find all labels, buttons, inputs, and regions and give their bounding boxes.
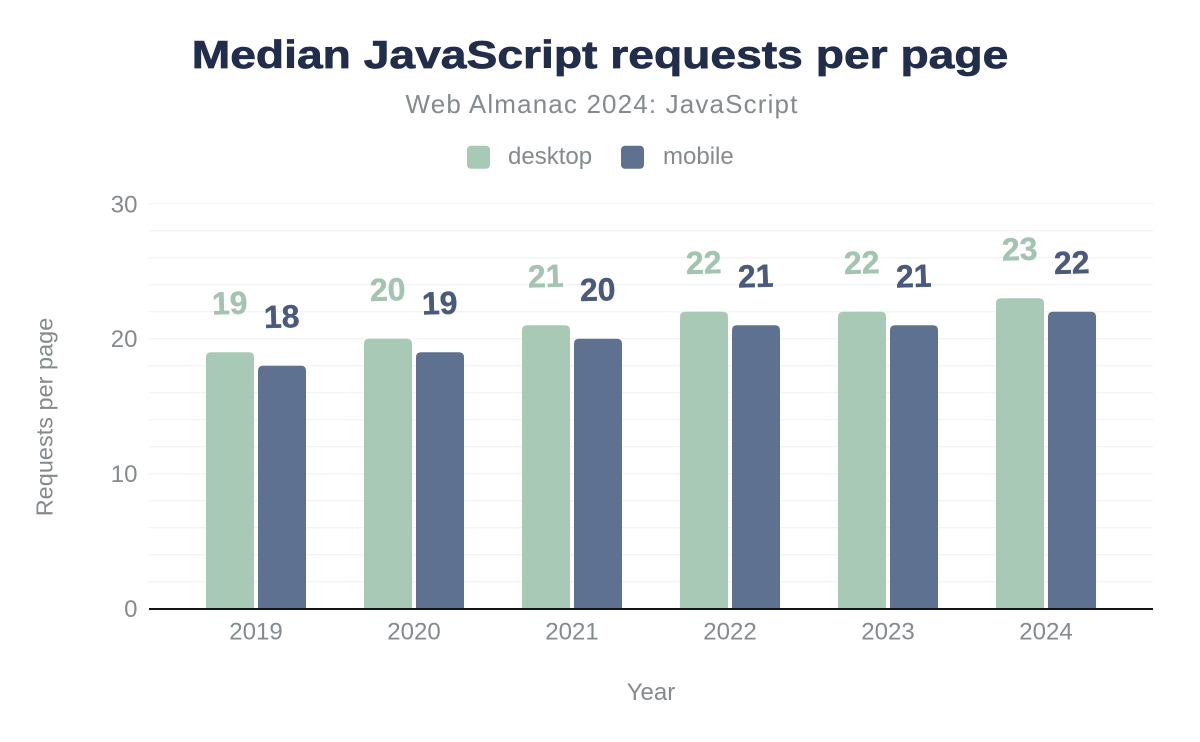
svg-text:Web Almanac 2024: JavaScript: Web Almanac 2024: JavaScript (405, 89, 798, 119)
svg-text:19: 19 (421, 285, 458, 322)
svg-text:2023: 2023 (861, 619, 914, 646)
svg-text:21: 21 (527, 258, 564, 295)
svg-text:Requests per page: Requests per page (32, 318, 58, 517)
svg-text:2024: 2024 (1019, 619, 1072, 646)
svg-text:22: 22 (843, 244, 880, 281)
svg-text:2019: 2019 (229, 619, 282, 646)
svg-text:20: 20 (111, 326, 138, 353)
svg-text:desktop: desktop (508, 143, 592, 170)
svg-text:10: 10 (111, 461, 138, 488)
svg-text:20: 20 (369, 271, 406, 308)
svg-text:30: 30 (111, 192, 138, 219)
svg-text:22: 22 (1053, 244, 1090, 281)
svg-text:20: 20 (579, 271, 616, 308)
svg-text:Year: Year (627, 679, 676, 706)
svg-text:19: 19 (211, 285, 248, 322)
svg-text:2020: 2020 (387, 619, 440, 646)
svg-text:2022: 2022 (703, 619, 756, 646)
svg-text:2021: 2021 (545, 619, 598, 646)
svg-text:Median JavaScript requests per: Median JavaScript requests per page (192, 33, 1009, 77)
svg-text:18: 18 (263, 298, 300, 335)
svg-text:23: 23 (1001, 231, 1038, 268)
svg-text:21: 21 (895, 258, 932, 295)
svg-text:mobile: mobile (663, 143, 734, 170)
svg-text:21: 21 (737, 258, 774, 295)
svg-text:0: 0 (124, 596, 137, 623)
svg-text:22: 22 (685, 244, 722, 281)
